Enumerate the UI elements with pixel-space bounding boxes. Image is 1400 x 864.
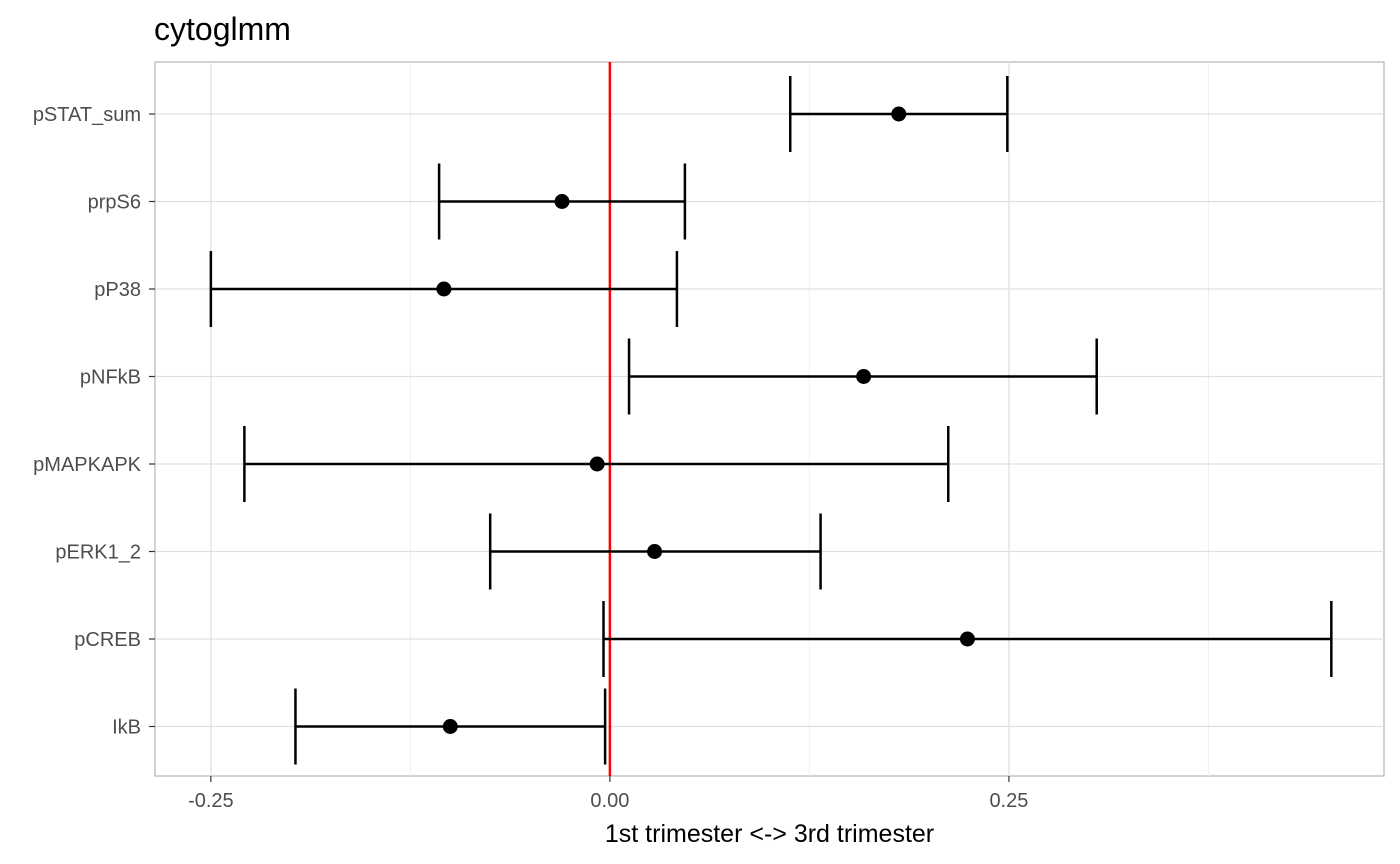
y-tick-label: pP38 [94,279,141,301]
minor-gridlines [409,62,1209,776]
y-tick-label: pSTAT_sum [33,104,141,126]
y-tick-label: prpS6 [88,192,141,214]
x-axis-labels: -0.25 0.00 0.25 [188,776,1028,812]
point-estimate-pERK1_2 [647,544,663,559]
y-tick-label: pMAPKAPK [33,454,141,476]
x-tick-label: 0.00 [590,790,629,812]
point-estimate-pMAPKAPK [589,456,605,472]
point-estimate-prpS6 [554,194,570,209]
point-estimate-pNFkB [856,369,872,384]
y-tick-label: pCREB [74,629,141,651]
chart-title: cytoglmm [154,11,291,47]
error-bars-layer [209,76,1333,765]
point-estimate-pSTAT_sum [891,106,907,122]
x-tick-label: -0.25 [188,790,234,812]
y-tick-label: IkB [112,717,141,739]
x-tick-label: 0.25 [989,790,1028,812]
y-tick-label: pERK1_2 [55,542,141,564]
point-estimate-pP38 [436,281,452,297]
y-tick-label: pNFkB [80,367,141,389]
x-axis-title: 1st trimester <-> 3rd trimester [605,820,934,848]
point-estimate-IkB [442,719,458,734]
point-estimate-pCREB [959,631,975,647]
y-axis-labels: pSTAT_sum prpS6 pP38 pNFkB pMAPKAPK pERK1_2 pC… [33,104,155,739]
plot-panel [154,61,1385,777]
